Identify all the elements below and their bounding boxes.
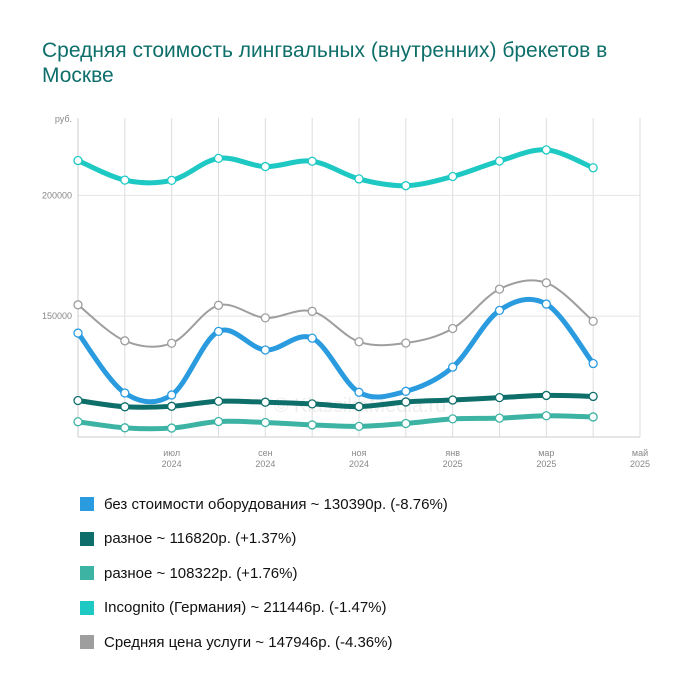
data-point <box>354 174 364 184</box>
x-tick-label: ноя <box>352 448 367 458</box>
data-point <box>494 156 505 166</box>
data-point <box>73 395 83 406</box>
data-point <box>213 300 224 310</box>
data-point <box>448 395 458 405</box>
legend-label: разное ~ 116820р. (+1.37%) <box>104 530 297 548</box>
data-point <box>260 313 270 323</box>
data-point <box>588 358 598 369</box>
data-point <box>494 392 505 403</box>
data-point <box>167 338 177 348</box>
data-point <box>541 145 551 155</box>
data-point <box>401 397 411 407</box>
data-point <box>541 411 551 421</box>
data-point <box>401 386 411 396</box>
legend-swatch <box>80 566 94 581</box>
data-point <box>307 333 317 343</box>
series-line <box>77 279 595 348</box>
legend-label: разное ~ 108322р. (+1.76%) <box>104 564 298 582</box>
chart-legend: без стоимости оборудования ~ 130390р. (-… <box>80 487 448 660</box>
chart-title: Средняя стоимость лингвальных (внутренни… <box>42 39 608 87</box>
data-point <box>167 390 177 400</box>
data-point <box>120 423 130 433</box>
legend-item[interactable]: разное ~ 116820р. (+1.37%) <box>80 522 448 557</box>
x-tick-label: 2024 <box>349 459 369 469</box>
data-point <box>260 417 270 428</box>
data-point <box>588 163 598 173</box>
data-point <box>588 391 598 402</box>
data-point <box>73 328 83 338</box>
data-point <box>401 418 411 429</box>
data-point <box>73 417 83 427</box>
legend-swatch <box>80 635 94 650</box>
data-point <box>448 323 458 334</box>
data-point <box>213 416 224 427</box>
data-point <box>213 326 224 337</box>
data-point <box>167 423 177 433</box>
data-point <box>213 396 224 406</box>
legend-item[interactable]: Средняя цена услуги ~ 147946р. (-4.36%) <box>80 625 448 660</box>
x-tick-label: 2024 <box>255 459 275 469</box>
series-line <box>75 413 596 432</box>
legend-swatch <box>80 600 94 615</box>
data-point <box>213 153 224 164</box>
data-point <box>307 306 317 316</box>
x-tick-label: мар <box>538 448 554 458</box>
data-point <box>588 316 598 326</box>
series-line <box>75 296 596 405</box>
data-point <box>73 300 83 310</box>
y-tick-label: 200000 <box>42 190 72 200</box>
data-point <box>448 414 458 424</box>
legend-item[interactable]: разное ~ 108322р. (+1.76%) <box>80 556 448 591</box>
x-tick-label: янв <box>445 448 460 458</box>
legend-swatch <box>80 497 94 512</box>
data-point <box>120 336 130 346</box>
data-point <box>307 420 317 430</box>
data-point <box>541 390 551 401</box>
series-line <box>75 147 596 189</box>
line-chart: руб.150000200000июл2024сен2024ноя2024янв… <box>42 114 650 469</box>
data-point <box>541 278 551 288</box>
data-point <box>354 387 364 397</box>
legend-item[interactable]: Incognito (Германия) ~ 211446р. (-1.47%) <box>80 591 448 626</box>
data-point <box>448 171 458 182</box>
legend-label: Incognito (Германия) ~ 211446р. (-1.47%) <box>104 599 387 617</box>
data-point <box>73 155 83 166</box>
legend-item[interactable]: без стоимости оборудования ~ 130390р. (-… <box>80 487 448 522</box>
legend-swatch <box>80 531 94 546</box>
data-point <box>260 161 270 172</box>
data-point <box>167 175 177 186</box>
data-point <box>260 345 270 355</box>
x-tick-label: 2025 <box>443 459 463 469</box>
x-tick-label: 2025 <box>630 459 650 469</box>
x-tick-label: 2025 <box>536 459 556 469</box>
data-point <box>354 337 364 347</box>
x-tick-label: май <box>632 448 648 458</box>
data-point <box>541 299 551 309</box>
x-tick-label: 2024 <box>162 459 182 469</box>
legend-label: Средняя цена услуги ~ 147946р. (-4.36%) <box>104 633 393 651</box>
data-point <box>120 388 130 398</box>
data-point <box>260 397 270 407</box>
legend-label: без стоимости оборудования ~ 130390р. (-… <box>104 495 448 513</box>
data-point <box>494 284 505 294</box>
data-point <box>588 412 598 422</box>
x-tick-label: сен <box>258 448 273 458</box>
data-point <box>120 402 130 412</box>
y-tick-label: 150000 <box>42 311 72 321</box>
data-point <box>401 338 411 348</box>
data-point <box>448 362 458 372</box>
data-point <box>354 421 364 432</box>
data-point <box>120 175 130 185</box>
data-point <box>494 305 505 316</box>
x-tick-label: июл <box>163 448 180 458</box>
data-point <box>307 156 317 166</box>
data-point <box>307 399 317 409</box>
data-point <box>354 401 364 412</box>
data-point <box>494 413 505 423</box>
data-point <box>401 181 411 191</box>
y-axis-unit-label: руб. <box>55 114 72 124</box>
data-point <box>167 401 177 411</box>
